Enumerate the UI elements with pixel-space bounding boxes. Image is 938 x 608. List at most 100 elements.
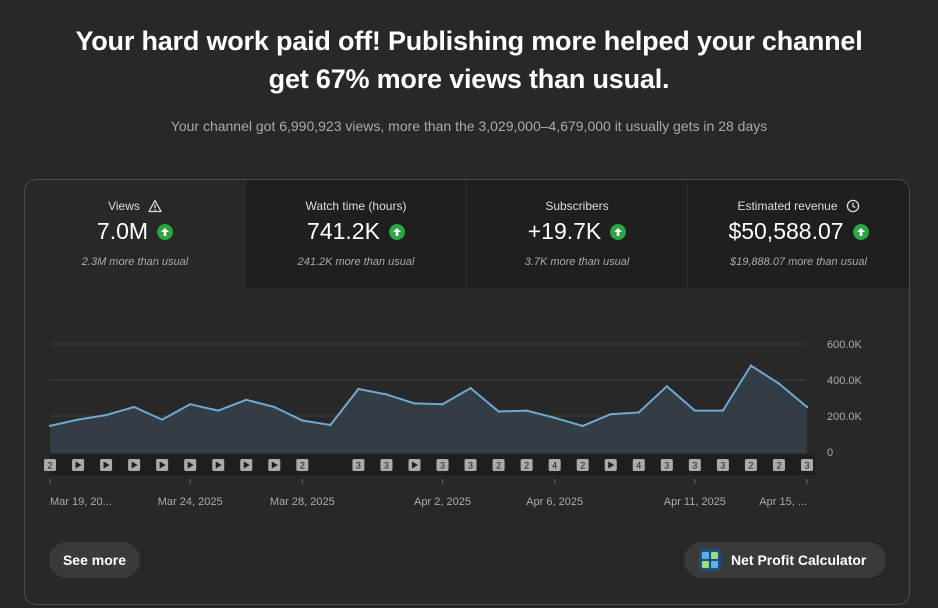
x-tick-label: Apr 15, ... [759,496,807,508]
marker-count: 2 [524,461,529,471]
upload-count-marker [716,459,729,471]
clock-icon [846,199,859,213]
data-point [441,403,444,406]
upload-count-marker [436,459,449,471]
y-tick-label: 200.0K [827,411,863,423]
net-profit-calculator-label: Net Profit Calculator [731,552,867,568]
marker-count: 3 [804,461,809,471]
data-point [329,423,332,427]
metric-tab-watch-time[interactable]: Watch time (hours) 741.2K 241.2K more th… [246,180,467,288]
upload-count-marker [660,459,673,471]
net-profit-calculator-button[interactable]: Net Profit Calculator [684,542,886,578]
metric-tab-revenue[interactable]: Estimated revenue $50,588.07 $19,888.07 … [688,180,909,288]
y-tick-label: 600.0K [827,339,863,351]
upload-count-marker [44,459,56,471]
marker-count: 2 [748,461,753,471]
data-point [497,410,500,413]
metric-label: Watch time (hours) [305,199,407,213]
metric-label: Subscribers [545,199,609,213]
play-icon [75,461,82,469]
upload-count-marker [772,459,785,471]
data-point [777,382,781,385]
data-point [693,409,697,412]
upload-count-marker [492,459,505,471]
marker-count: 3 [440,461,445,471]
metric-value: 741.2K [307,218,380,244]
play-icon [243,461,250,469]
upload-count-marker [352,459,365,471]
metric-tab-subscribers[interactable]: Subscribers +19.7K 3.7K more than usual [467,180,688,288]
play-icon [608,461,615,469]
warning-icon [148,199,162,213]
play-icon [187,461,194,469]
upload-count-marker [380,459,393,471]
x-tick-label: Apr 11, 2025 [664,496,726,508]
upload-count-marker [548,459,561,471]
marker-count: 3 [664,461,669,471]
headline-line-1: Your hard work paid off! Publishing more… [75,26,863,56]
upload-count-marker [296,459,309,471]
data-point [805,405,809,409]
analytics-card: Views 7.0M 2.3M more than usual Watch ti… [24,179,910,605]
play-icon [131,461,138,469]
data-point [665,385,668,388]
upload-count-marker [464,459,477,471]
x-tick-label: Mar 28, 2025 [270,496,335,508]
play-icon [103,461,110,469]
data-point [609,413,612,416]
data-point [217,409,220,412]
metric-tabs: Views 7.0M 2.3M more than usual Watch ti… [25,180,909,288]
marker-count: 3 [720,461,725,471]
arrow-up-icon [610,223,627,240]
data-point [357,387,360,391]
play-icon [271,461,278,469]
headline: Your hard work paid off! Publishing more… [0,22,938,98]
data-point [413,402,416,405]
see-more-button[interactable]: See more [49,542,140,578]
data-point [104,413,108,417]
upload-count-marker [801,459,813,471]
data-point [553,416,556,419]
arrow-up-icon [852,223,869,240]
marker-count: 2 [580,461,585,471]
upload-count-marker [576,459,589,471]
data-point [637,411,640,414]
data-point [189,403,192,406]
data-point [160,418,164,421]
arrow-up-icon [157,223,174,240]
marker-count: 4 [636,461,641,471]
play-icon [411,461,418,469]
play-icon [159,461,166,469]
data-point [749,364,753,367]
metric-label: Views [108,199,140,213]
data-point [469,386,472,390]
marker-count: 2 [47,461,52,471]
y-tick-label: 0 [827,447,833,459]
data-point [76,418,80,421]
marker-count: 2 [496,461,501,471]
data-point [301,419,304,422]
marker-count: 2 [300,461,305,471]
series-line [49,364,808,427]
upload-count-marker [632,459,645,471]
data-point [581,424,584,428]
metric-note: 241.2K more than usual [297,256,415,268]
upload-count-marker [520,459,533,471]
data-point [273,405,276,409]
data-point [245,398,248,401]
metric-note: $19,888.07 more than usual [730,256,867,268]
metric-label: Estimated revenue [737,199,838,213]
metric-tab-views[interactable]: Views 7.0M 2.3M more than usual [25,180,246,288]
calculator-logo-icon [699,549,721,571]
marker-count: 3 [384,461,389,471]
play-icon [215,461,222,469]
metric-value: $50,588.07 [728,218,844,244]
x-tick-label: Mar 24, 2025 [158,496,223,508]
metric-note: 2.3M more than usual [81,256,189,268]
metric-value: +19.7K [527,218,602,244]
data-point [525,409,528,412]
upload-count-marker [688,459,701,471]
area-fill [50,365,807,452]
data-point [721,409,725,412]
x-tick-label: Mar 19, 20... [50,496,112,508]
